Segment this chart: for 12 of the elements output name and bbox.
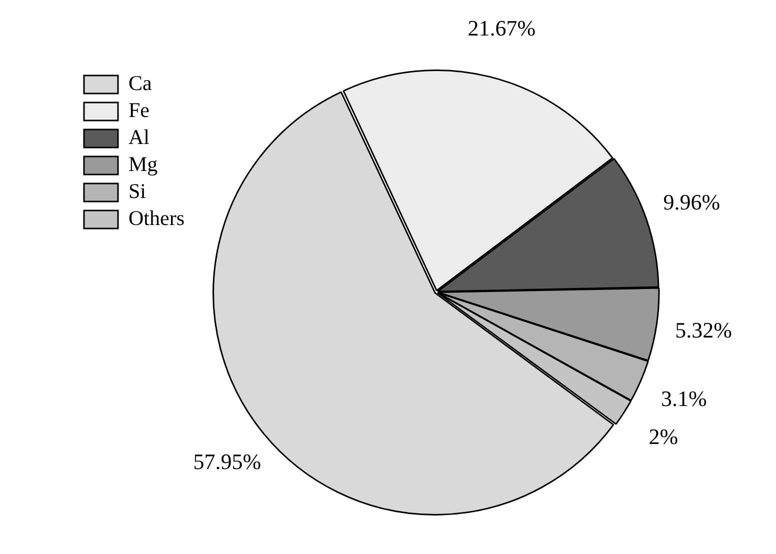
data-label: 9.96% — [663, 190, 720, 215]
legend-label: Fe — [128, 98, 150, 122]
data-label: 2% — [648, 424, 678, 450]
data-label: 5.32% — [675, 317, 732, 342]
legend-label: Mg — [128, 152, 158, 176]
legend-label: Others — [128, 206, 184, 230]
legend-label: Si — [128, 179, 146, 204]
data-label: 57.95% — [193, 448, 262, 474]
legend-label: Al — [128, 125, 150, 150]
data-label: 21.67% — [468, 16, 536, 41]
data-label: 3.1% — [660, 386, 707, 411]
legend-label: Ca — [128, 71, 153, 96]
